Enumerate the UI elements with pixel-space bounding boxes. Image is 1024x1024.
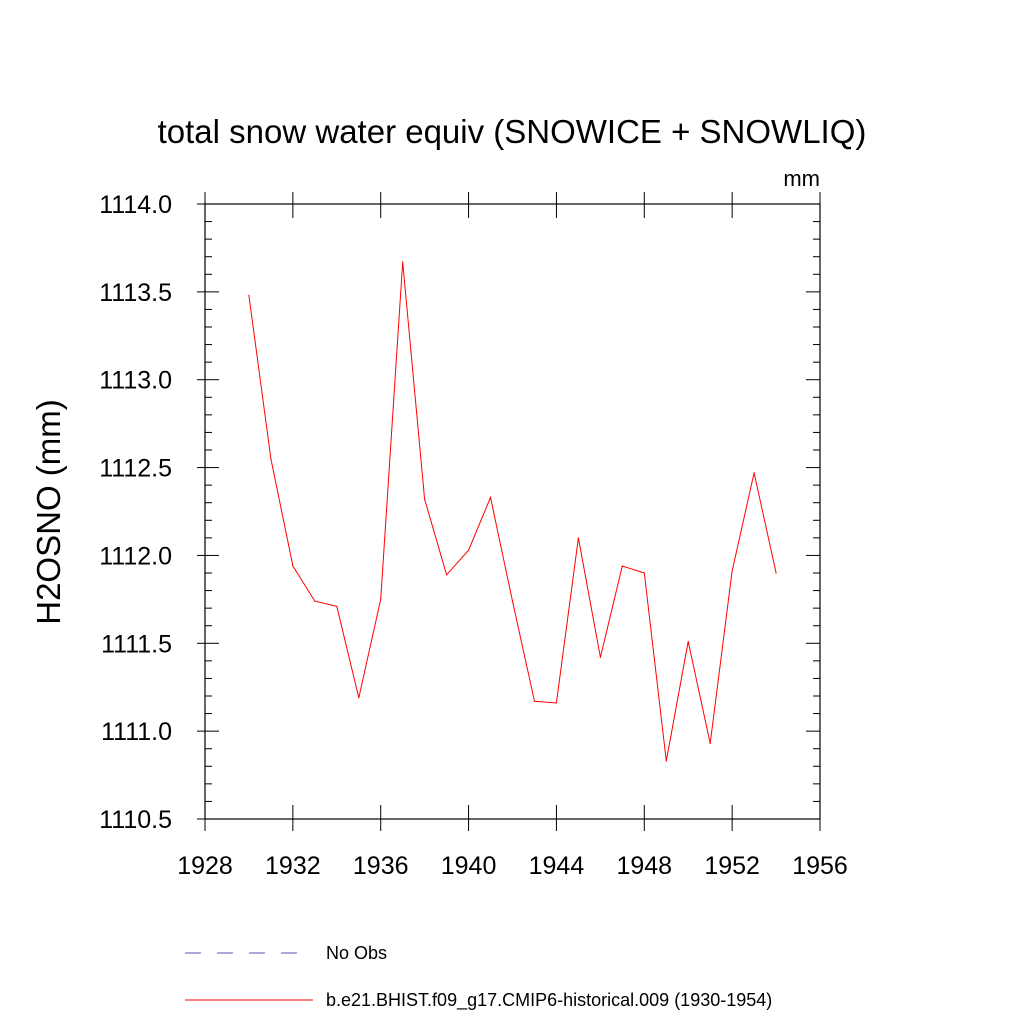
data-point [775,572,777,574]
data-point [270,458,272,460]
data-point [511,600,514,602]
data-point [599,656,601,658]
legend-model-label: b.e21.BHIST.f09_g17.CMIP6-historical.009… [326,990,772,1011]
x-tick-label: 1936 [353,852,409,880]
x-tick-label: 1944 [529,852,585,880]
series-line [248,261,777,762]
data-point [380,598,382,600]
x-tick-label: 1940 [441,852,497,880]
x-tick-label: 1928 [177,852,233,880]
y-tick-label: 1113.0 [99,367,172,395]
y-tick-label: 1110.5 [99,806,172,834]
data-point [687,640,689,643]
data-point [709,742,711,745]
data-point [292,565,294,567]
plot-frame [204,203,821,820]
data-point [533,700,536,702]
x-tick-label: 1948 [616,852,672,880]
x-ticks: 1928 1932 1936 1940 1944 1948 1952 1956 [177,192,848,880]
y-tick-label: 1112.0 [99,542,172,570]
data-point [467,549,470,551]
data-point [665,760,667,762]
units-label: mm [783,166,820,191]
chart-title: total snow water equiv (SNOWICE + SNOWLI… [158,113,867,150]
data-point [753,472,755,474]
y-tick-label: 1111.0 [101,718,172,746]
data-point [358,697,360,699]
data-point [336,605,338,607]
series-layer [248,261,777,762]
data-point [446,574,448,576]
y-tick-label: 1114.0 [99,191,172,219]
data-point [489,496,492,499]
data-point [314,600,316,602]
data-point [424,498,426,500]
data-point [577,537,579,539]
x-tick-label: 1956 [792,852,848,880]
y-ticks: 1110.5 1111.0 1111.5 1112.0 1112.5 1113.0 1113… [99,191,820,834]
data-point [555,702,558,704]
data-point [402,261,404,263]
data-point [621,565,623,567]
data-point [248,294,250,296]
legend-no-obs-label: No Obs [326,943,387,963]
y-tick-label: 1113.5 [99,279,172,307]
data-point [643,572,645,574]
x-tick-label: 1932 [265,852,321,880]
y-axis-label: H2OSNO (mm) [30,399,67,625]
x-tick-label: 1952 [704,852,760,880]
y-tick-label: 1112.5 [99,455,172,483]
data-point [731,570,733,572]
y-tick-label: 1111.5 [101,630,172,658]
legend: No Obs b.e21.BHIST.f09_g17.CMIP6-histori… [185,943,772,1011]
